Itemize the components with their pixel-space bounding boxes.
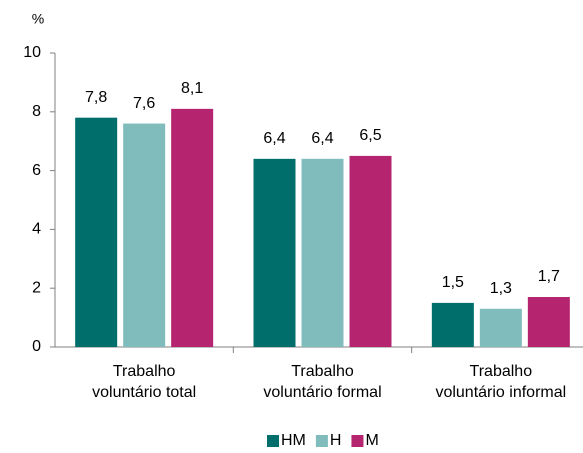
y-tick-label: 6	[32, 162, 41, 179]
y-tick-label: 8	[32, 103, 41, 120]
legend-swatch	[267, 435, 279, 447]
y-tick-label: 0	[32, 338, 41, 355]
value-label: 1,3	[490, 280, 512, 297]
bar	[253, 158, 296, 347]
bar	[75, 117, 118, 348]
legend-label: H	[330, 432, 342, 449]
x-tick-label: voluntário total	[92, 384, 196, 401]
value-label: 6,4	[311, 130, 333, 147]
legend-label: HM	[281, 432, 306, 449]
value-label: 8,1	[181, 80, 203, 97]
x-tick-label: voluntário formal	[263, 384, 381, 401]
value-label: 7,8	[85, 89, 107, 106]
bar	[349, 155, 392, 347]
y-tick-label: 10	[23, 44, 41, 61]
bar	[431, 302, 474, 347]
value-label: 7,6	[133, 95, 155, 112]
value-label: 6,4	[263, 130, 285, 147]
bar	[171, 108, 214, 347]
legend-label: M	[365, 432, 378, 449]
bar	[301, 158, 344, 347]
x-tick-label: Trabalho	[113, 363, 176, 380]
value-label: 1,5	[442, 274, 464, 291]
x-tick-label: Trabalho	[470, 363, 533, 380]
legend-swatch	[315, 435, 328, 447]
legend-swatch	[351, 435, 364, 447]
y-axis-label: %	[32, 11, 44, 27]
value-label: 6,5	[359, 127, 381, 144]
bar	[479, 308, 522, 347]
bar	[527, 297, 570, 347]
bar	[123, 123, 166, 347]
y-tick-label: 4	[32, 221, 41, 238]
x-tick-label: voluntário informal	[435, 384, 566, 401]
value-label: 1,7	[538, 268, 560, 285]
y-tick-label: 2	[32, 279, 41, 296]
x-tick-label: Trabalho	[291, 363, 354, 380]
